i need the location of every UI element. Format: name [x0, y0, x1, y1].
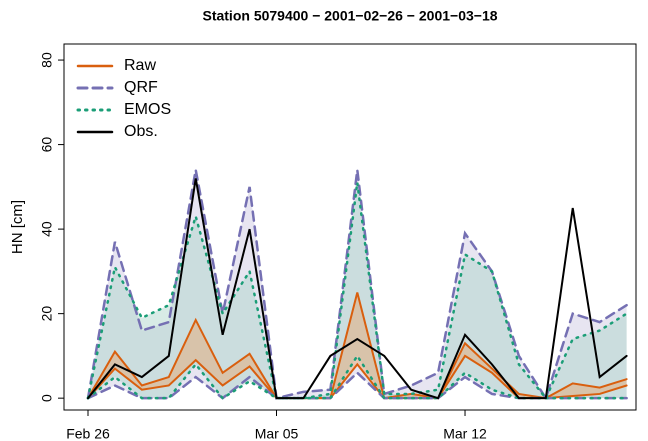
series-line: [86, 182, 628, 401]
y-tick-label: 60: [39, 137, 55, 153]
band-fill: [88, 182, 627, 399]
series-line: [87, 292, 628, 400]
legend-label: Obs.: [124, 123, 158, 140]
legend-label: EMOS: [124, 101, 171, 118]
plot-frame: [63, 43, 637, 411]
legend-label: QRF: [124, 79, 158, 96]
x-tick-label: Mar 05: [255, 426, 299, 441]
band-fill: [88, 169, 627, 399]
legend-label: Raw: [124, 57, 156, 74]
y-tick-label: 0: [39, 394, 55, 402]
y-axis-label: HN [cm]: [9, 200, 26, 254]
y-tick-label: 20: [39, 306, 55, 322]
x-tick-label: Mar 12: [443, 426, 487, 441]
x-tick-label: Feb 26: [66, 426, 110, 441]
y-tick-label: 40: [39, 221, 55, 237]
chart-title: Station 5079400 − 2001−02−26 − 2001−03−1…: [202, 8, 497, 24]
series-line: [87, 178, 628, 400]
y-tick-label: 80: [39, 52, 55, 68]
